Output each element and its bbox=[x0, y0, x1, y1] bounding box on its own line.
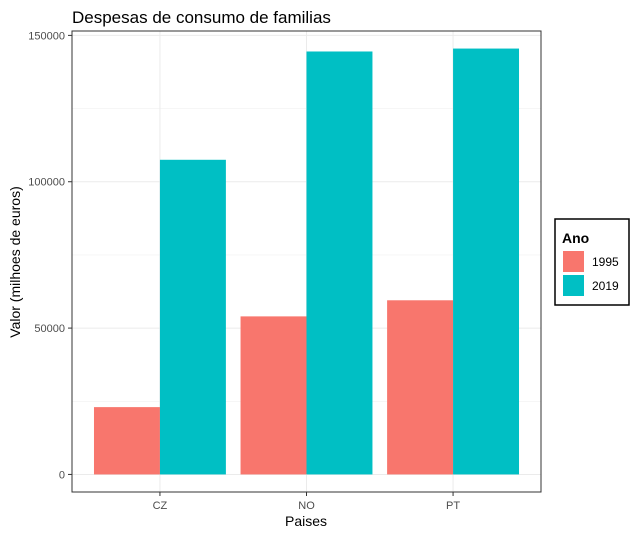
x-axis-title: Paises bbox=[285, 513, 327, 529]
x-tick-label-no: NO bbox=[298, 500, 315, 512]
bar-no-2019 bbox=[306, 51, 373, 475]
legend-items: 1995 2019 bbox=[563, 251, 619, 296]
bar-no-1995 bbox=[240, 316, 307, 475]
y-tick-label-1: 50000 bbox=[34, 323, 65, 335]
chart-title: Despesas de consumo de familias bbox=[72, 8, 331, 27]
legend-label-2019: 2019 bbox=[592, 279, 619, 293]
x-tick-label-pt: PT bbox=[446, 500, 460, 512]
bar-pt-1995 bbox=[387, 300, 454, 475]
legend: Ano 1995 2019 bbox=[554, 218, 630, 306]
y-tick-label-3: 150000 bbox=[28, 30, 65, 42]
legend-swatch-2019 bbox=[563, 275, 584, 296]
bars bbox=[93, 48, 520, 475]
y-axis: 0 50000 100000 150000 bbox=[28, 30, 72, 481]
x-axis: CZ NO PT bbox=[153, 492, 460, 512]
x-tick-label-cz: CZ bbox=[153, 500, 168, 512]
y-axis-title: Valor (milhoes de euros) bbox=[7, 186, 23, 337]
bar-pt-2019 bbox=[453, 48, 520, 475]
y-tick-label-0: 0 bbox=[59, 469, 65, 481]
y-tick-label-2: 100000 bbox=[28, 177, 65, 189]
legend-title: Ano bbox=[562, 230, 589, 246]
bar-cz-1995 bbox=[93, 407, 160, 475]
bar-cz-2019 bbox=[159, 159, 226, 475]
legend-label-1995: 1995 bbox=[592, 255, 619, 269]
legend-swatch-1995 bbox=[563, 251, 584, 272]
